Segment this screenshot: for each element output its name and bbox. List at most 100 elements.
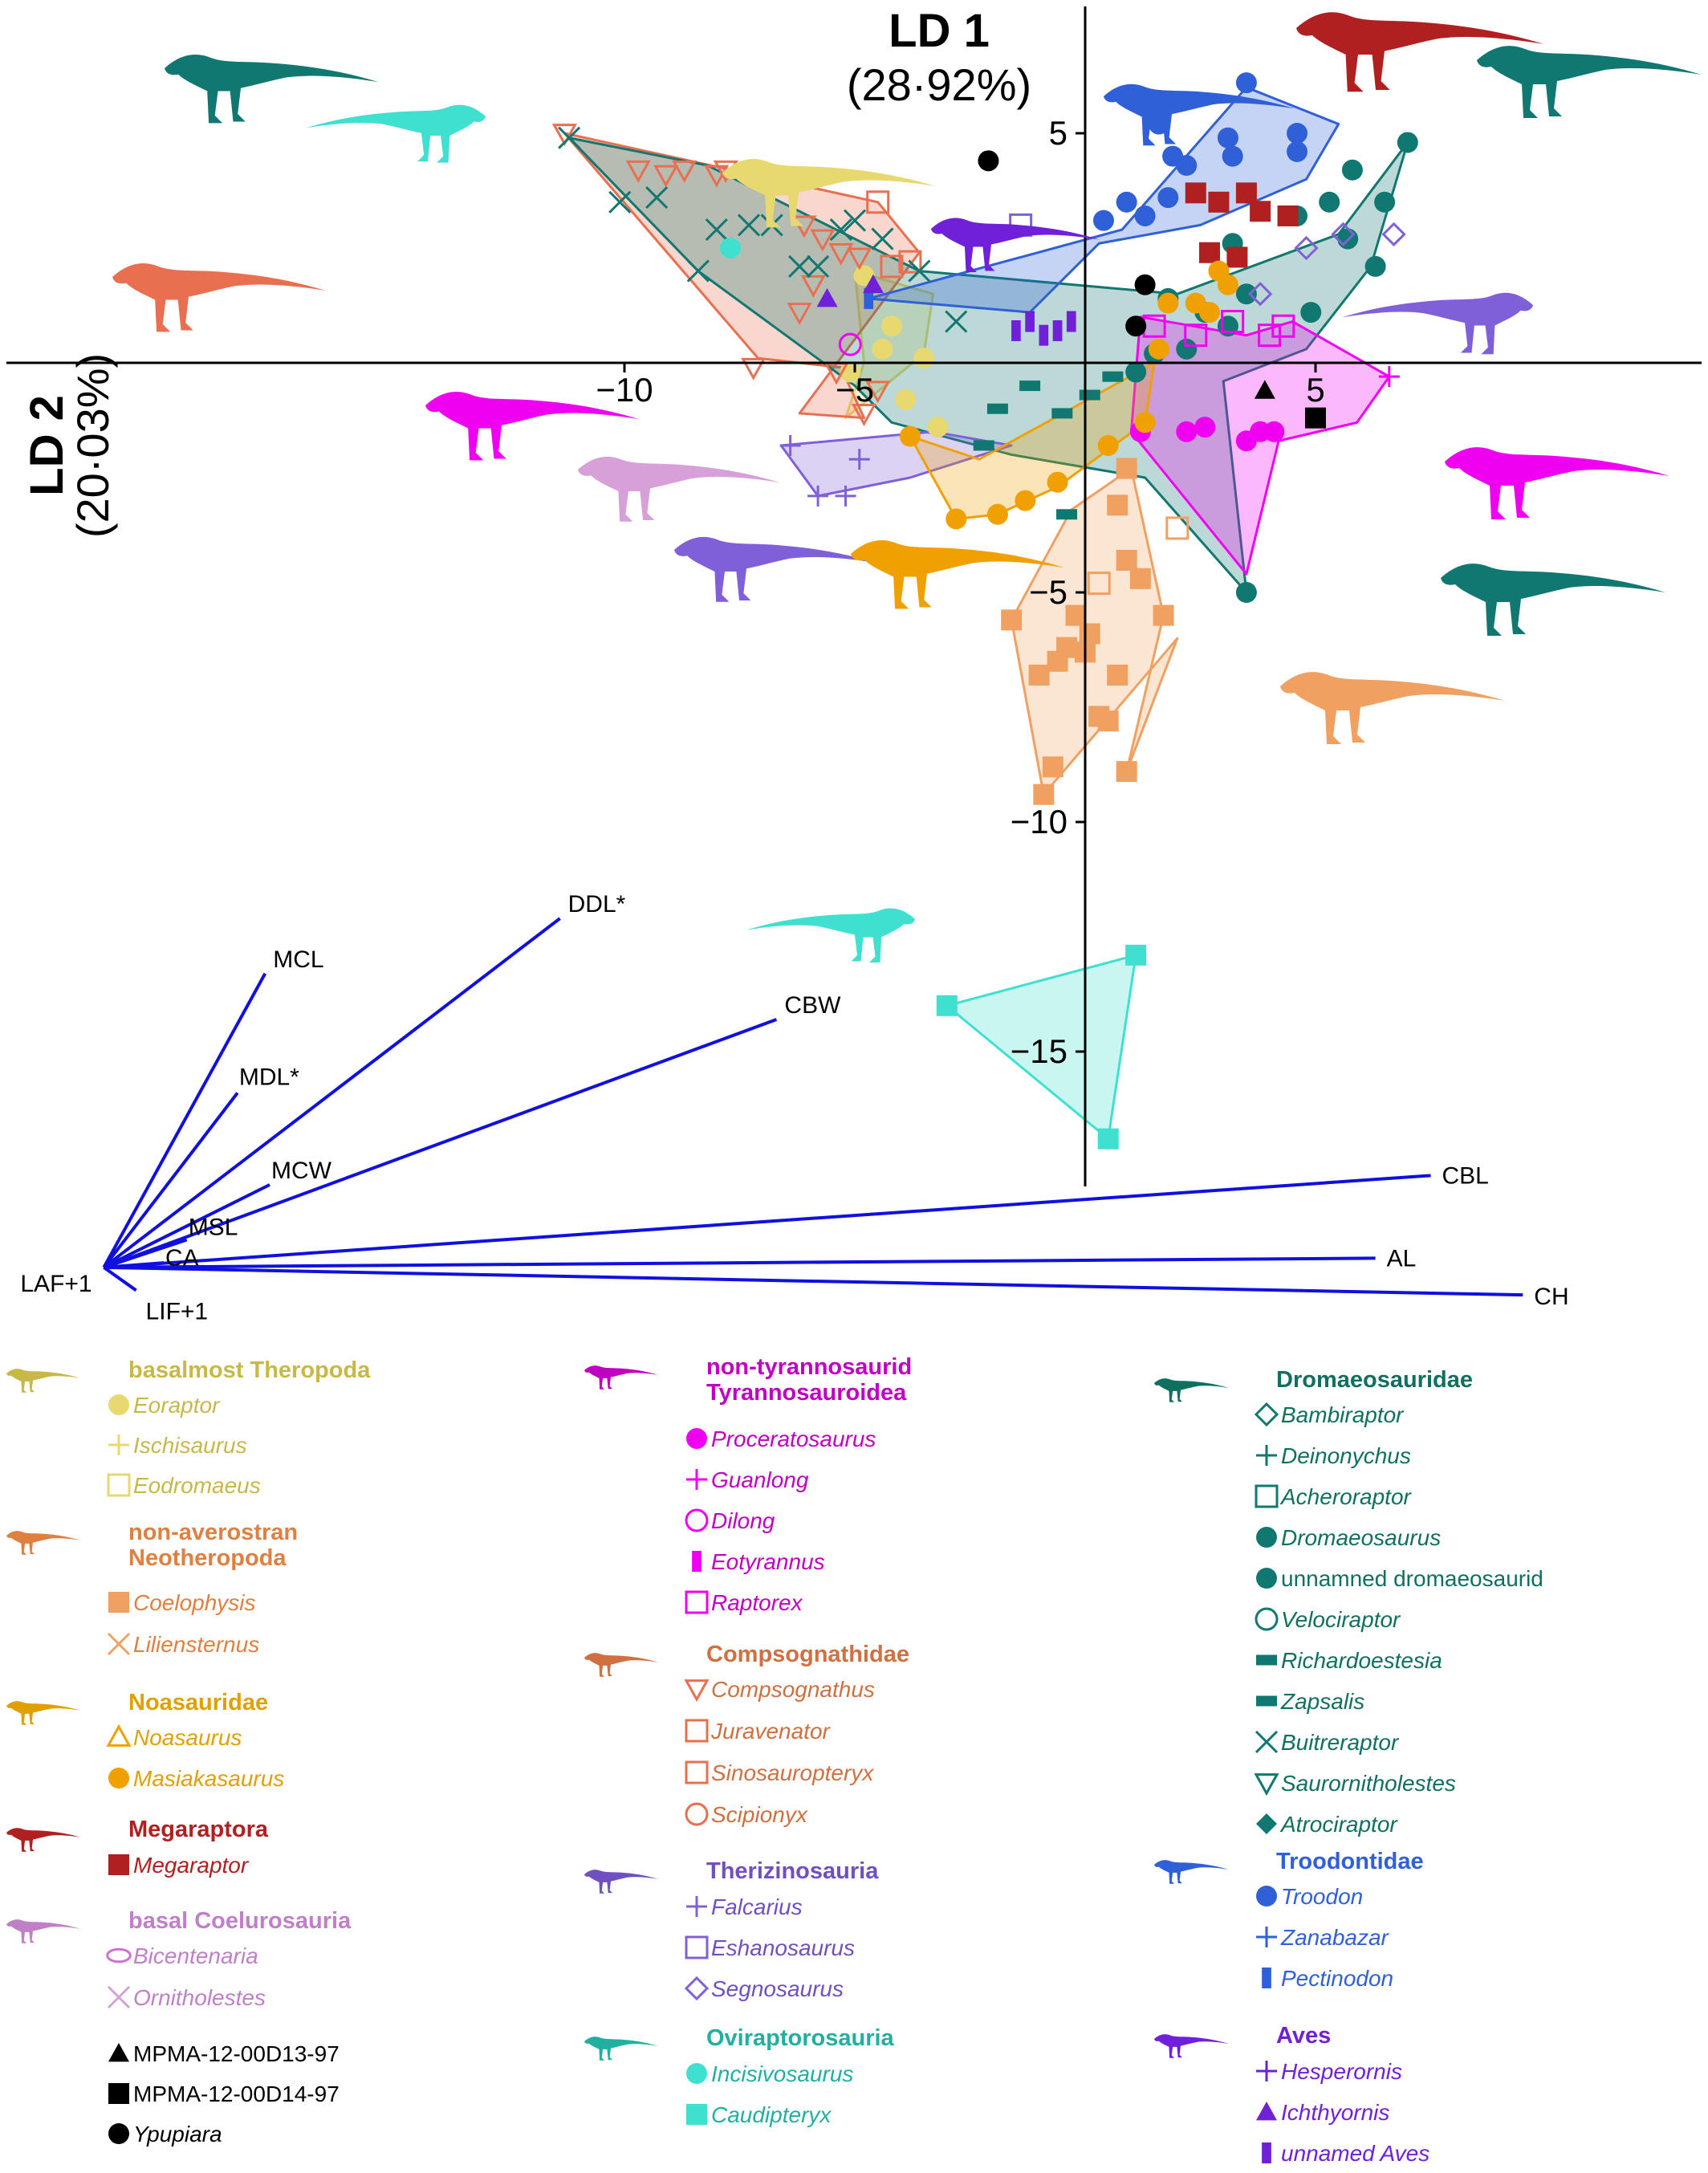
legend-symbol <box>1256 1654 1277 1666</box>
legend-symbol <box>686 2104 707 2125</box>
hull-compsognathidae <box>563 132 921 420</box>
point <box>1247 282 1273 307</box>
point <box>1208 191 1230 213</box>
point <box>1217 127 1238 149</box>
y-tick-label: −5 <box>1029 573 1068 611</box>
vector-label: CH <box>1534 1284 1568 1310</box>
point <box>1025 311 1035 332</box>
point <box>927 417 949 438</box>
vector-mdl <box>102 1092 239 1269</box>
legend-symbol <box>1255 1607 1279 1631</box>
point <box>828 242 854 266</box>
point <box>838 332 862 356</box>
legend-item: Hesperornis <box>1281 2059 1402 2084</box>
legend-item: Scipionyx <box>711 1802 808 1827</box>
legend-item: Atrociraptor <box>1279 1812 1398 1837</box>
point <box>672 160 697 183</box>
legend-item: Richardoestesia <box>1281 1648 1442 1673</box>
point <box>1300 302 1322 324</box>
legend-symbol <box>685 1590 709 1614</box>
dinosaur-silhouette-icon <box>6 1701 81 1725</box>
point <box>880 315 902 337</box>
point <box>1125 315 1147 337</box>
point <box>1364 255 1386 277</box>
point <box>653 165 679 188</box>
point <box>558 126 581 149</box>
legend-item: Bambiraptor <box>1281 1402 1405 1427</box>
legend-item: Proceratosaurus <box>711 1426 876 1451</box>
legend-group-heading: Troodontidae <box>1276 1849 1424 1874</box>
legend-item: Zapsalis <box>1280 1689 1364 1714</box>
point <box>1157 187 1179 209</box>
vector-label: LIF+1 <box>146 1298 209 1325</box>
legend-symbol <box>106 1723 132 1747</box>
hull-non-tyrannosaurid-tyrannosauroidea <box>1129 315 1391 576</box>
legend-symbol <box>1256 1527 1277 1548</box>
point <box>1047 471 1068 493</box>
legend-symbol <box>108 1592 129 1613</box>
point <box>779 434 801 456</box>
point <box>1051 408 1073 419</box>
point <box>816 287 838 307</box>
dinosaur-silhouette-icon <box>584 1653 659 1677</box>
y-tick-label: 5 <box>1049 114 1068 152</box>
point <box>1217 315 1238 337</box>
dinosaur-silhouette-icon <box>6 1531 81 1555</box>
legend-symbol <box>1256 2061 1277 2081</box>
legend-item: Eshanosaurus <box>711 1935 855 1960</box>
point <box>1102 371 1124 382</box>
point <box>1341 159 1363 181</box>
point <box>1056 509 1078 520</box>
vector-label: MCL <box>273 946 323 973</box>
point <box>1381 222 1406 246</box>
legend-symbol <box>108 2043 129 2062</box>
dinosaur-silhouette-icon <box>112 262 326 332</box>
point <box>1107 494 1128 516</box>
point <box>1125 361 1147 383</box>
point <box>686 259 710 283</box>
point <box>1217 274 1238 295</box>
point <box>787 303 812 326</box>
point <box>1065 604 1087 626</box>
legend-symbol <box>108 1854 129 1875</box>
vector-mcl <box>102 972 267 1268</box>
legend-symbol <box>108 1394 129 1415</box>
dinosaur-silhouette-icon <box>1441 564 1665 636</box>
dinosaur-silhouette-icon <box>1154 1860 1229 1884</box>
legend-symbol <box>1256 1568 1277 1589</box>
point <box>1042 756 1063 778</box>
legend-symbol <box>1255 1484 1279 1508</box>
point <box>1092 210 1114 231</box>
point <box>973 440 994 451</box>
point <box>864 287 874 309</box>
legend-symbol <box>1256 2102 1277 2121</box>
point <box>1185 182 1206 204</box>
legend-item: Pectinodon <box>1281 1966 1393 1991</box>
point <box>865 380 891 404</box>
point <box>908 259 931 283</box>
vector-ddl <box>103 917 561 1269</box>
legend-symbol <box>107 1632 131 1656</box>
legend-item: unnamned dromaeosaurid <box>1281 1566 1543 1591</box>
legend-symbol <box>685 1935 709 1959</box>
point <box>1235 283 1257 305</box>
point <box>1378 366 1400 388</box>
point <box>1319 191 1340 213</box>
y-tick-label: −15 <box>1011 1032 1068 1070</box>
point <box>866 190 890 214</box>
point <box>1116 191 1137 213</box>
legend-symbol <box>1262 2142 1271 2163</box>
dinosaur-silhouette-icon <box>6 1828 81 1852</box>
legend-item: Liliensternus <box>133 1632 259 1657</box>
point <box>880 254 904 279</box>
point <box>551 124 577 147</box>
dinosaur-silhouette-icon <box>1445 447 1669 519</box>
dinosaur-silhouette-icon <box>584 1870 659 1894</box>
point <box>1052 319 1063 341</box>
point <box>625 160 651 183</box>
point <box>1019 380 1041 392</box>
legend-symbol <box>108 2123 129 2144</box>
legend-symbol <box>685 1802 709 1826</box>
point <box>848 449 870 470</box>
point <box>1235 182 1257 204</box>
